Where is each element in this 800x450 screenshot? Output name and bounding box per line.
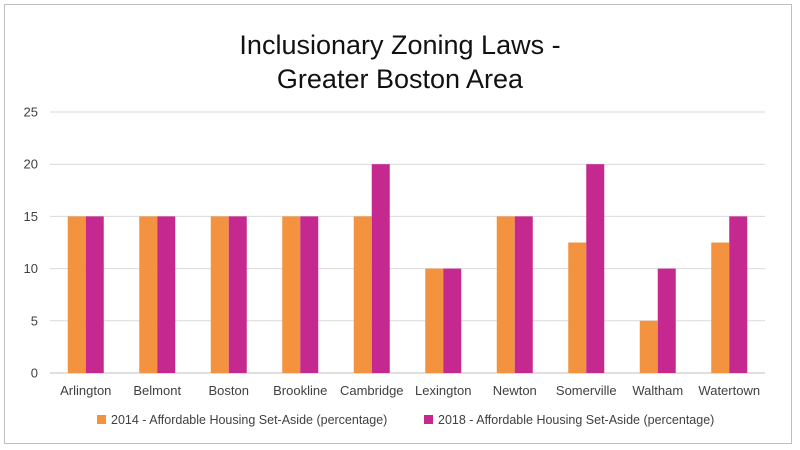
- bar-2018-newton: [514, 216, 533, 373]
- bar-2018-watertown: [729, 216, 748, 373]
- bar-2014-arlington: [67, 216, 86, 373]
- bar-2018-cambridge: [371, 164, 390, 373]
- legend-swatch-2014: [97, 415, 106, 424]
- bar-2014-brookline: [282, 216, 301, 373]
- bar-2018-boston: [228, 216, 247, 373]
- x-tick-label: Watertown: [698, 383, 760, 398]
- x-tick-label: Arlington: [60, 383, 111, 398]
- bar-2014-newton: [496, 216, 515, 373]
- chart-subtitle: Greater Boston Area: [276, 64, 524, 94]
- y-tick-label: 20: [24, 157, 38, 172]
- y-tick-label: 15: [24, 209, 38, 224]
- bar-2018-belmont: [157, 216, 176, 373]
- bar-2018-somerville: [586, 164, 605, 373]
- legend-label-2018: 2018 - Affordable Housing Set-Aside (per…: [438, 413, 714, 427]
- bar-2018-brookline: [300, 216, 319, 373]
- chart-title: Inclusionary Zoning Laws - Greater Bosto…: [0, 28, 800, 96]
- bar-2018-arlington: [85, 216, 104, 373]
- y-tick-label: 25: [24, 105, 38, 120]
- x-tick-label: Belmont: [133, 383, 181, 398]
- bar-2018-lexington: [443, 268, 462, 373]
- bar-2014-lexington: [425, 268, 444, 373]
- bar-2018-waltham: [657, 268, 676, 373]
- bar-2014-somerville: [568, 242, 587, 373]
- x-tick-label: Lexington: [415, 383, 471, 398]
- chart-title-line-1: Inclusionary Zoning Laws -: [239, 30, 561, 60]
- bar-2014-waltham: [639, 320, 658, 373]
- legend-swatch-2018: [424, 415, 433, 424]
- legend-label-2014: 2014 - Affordable Housing Set-Aside (per…: [111, 413, 387, 427]
- x-tick-label: Waltham: [632, 383, 683, 398]
- y-tick-label: 10: [24, 261, 38, 276]
- x-tick-label: Boston: [209, 383, 249, 398]
- bar-2014-cambridge: [353, 216, 372, 373]
- x-tick-label: Newton: [493, 383, 537, 398]
- x-tick-label: Brookline: [273, 383, 327, 398]
- y-tick-label: 0: [31, 366, 38, 381]
- y-tick-label: 5: [31, 313, 38, 328]
- bar-2014-boston: [210, 216, 229, 373]
- bar-2014-watertown: [711, 242, 730, 373]
- x-tick-label: Cambridge: [340, 383, 404, 398]
- x-tick-label: Somerville: [556, 383, 617, 398]
- bar-2014-belmont: [139, 216, 158, 373]
